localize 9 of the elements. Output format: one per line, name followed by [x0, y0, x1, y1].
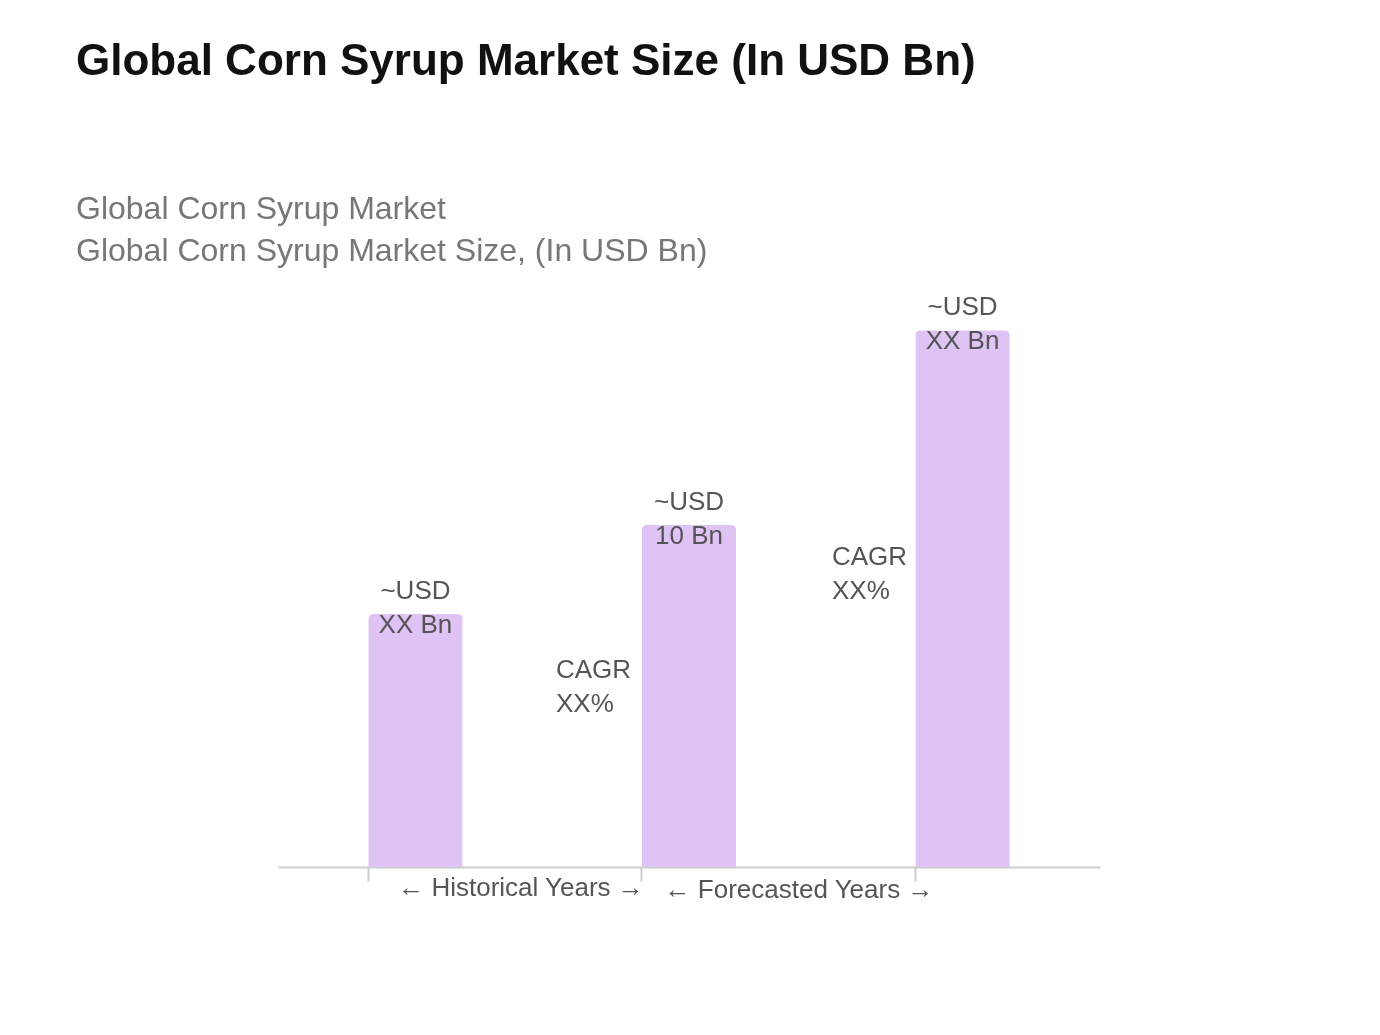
- data-label: ~USD XX Bn: [925, 291, 1000, 356]
- chart-title: Global Corn Syrup Market Size (In USD Bn): [76, 35, 976, 84]
- chart-subtitle: Global Corn Syrup Market Global Corn Syrup Market Size, (In USD Bn): [76, 190, 708, 268]
- data-label: ~USD XX Bn: [378, 574, 453, 639]
- data-label: ~USD 10 Bn: [653, 486, 725, 551]
- annotation: CAGR XX%: [832, 541, 908, 605]
- annotation: CAGR XX%: [556, 654, 632, 718]
- text: ← Historical Years →: [398, 872, 644, 902]
- text: ← Forecasted Years →: [664, 874, 934, 904]
